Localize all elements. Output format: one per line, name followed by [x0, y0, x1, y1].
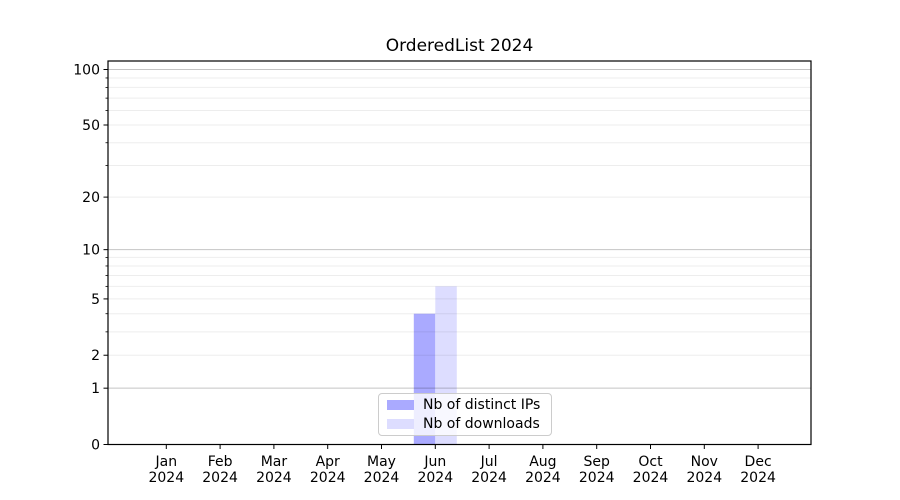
x-axis-year-label: 2024	[256, 470, 292, 486]
x-axis-month-label: Mar	[261, 454, 288, 470]
x-axis-month-label: Jun	[423, 454, 446, 470]
y-axis-tick-label: 10	[82, 243, 100, 259]
x-axis-month-label: Oct	[638, 454, 663, 470]
y-axis-tick-label: 50	[82, 118, 100, 134]
y-axis-tick-label: 1	[91, 381, 100, 397]
x-axis-year-label: 2024	[579, 470, 615, 486]
x-axis-year-label: 2024	[310, 470, 346, 486]
y-axis-tick-label: 0	[91, 438, 100, 454]
x-axis-year-label: 2024	[364, 470, 400, 486]
legend-label-distinct-ips: Nb of distinct IPs	[423, 397, 541, 414]
y-axis-tick-label: 100	[73, 62, 100, 78]
legend-swatch-distinct-ips	[387, 400, 414, 411]
y-axis-tick-label: 2	[91, 348, 100, 364]
x-axis-month-label: Aug	[529, 454, 556, 470]
x-axis-year-label: 2024	[202, 470, 238, 486]
legend-label-downloads: Nb of downloads	[423, 415, 540, 432]
x-axis-year-label: 2024	[633, 470, 669, 486]
x-axis-year-label: 2024	[417, 470, 453, 486]
legend-swatch-downloads	[387, 418, 414, 429]
plot-border	[107, 60, 812, 446]
x-axis-month-label: Sep	[584, 454, 611, 470]
legend-box: Nb of distinct IPs Nb of downloads	[378, 393, 552, 436]
x-axis-month-label: Feb	[208, 454, 233, 470]
x-axis-year-label: 2024	[525, 470, 561, 486]
legend-item-distinct-ips: Nb of distinct IPs	[387, 397, 543, 413]
x-axis-month-label: Nov	[691, 454, 718, 470]
x-axis-year-label: 2024	[686, 470, 722, 486]
x-axis-month-label: Jul	[480, 454, 498, 470]
x-axis-year-label: 2024	[148, 470, 184, 486]
legend-item-downloads: Nb of downloads	[387, 416, 543, 432]
y-axis-tick-label: 20	[82, 190, 100, 206]
x-axis-month-label: Dec	[745, 454, 772, 470]
x-axis-year-label: 2024	[471, 470, 507, 486]
x-axis-month-label: Jan	[155, 454, 178, 470]
y-axis-tick-label: 5	[91, 292, 100, 308]
x-axis-month-label: Apr	[316, 454, 340, 470]
x-axis-year-label: 2024	[740, 470, 776, 486]
chart-title: OrderedList 2024	[385, 36, 534, 56]
x-axis-month-label: May	[367, 454, 396, 470]
